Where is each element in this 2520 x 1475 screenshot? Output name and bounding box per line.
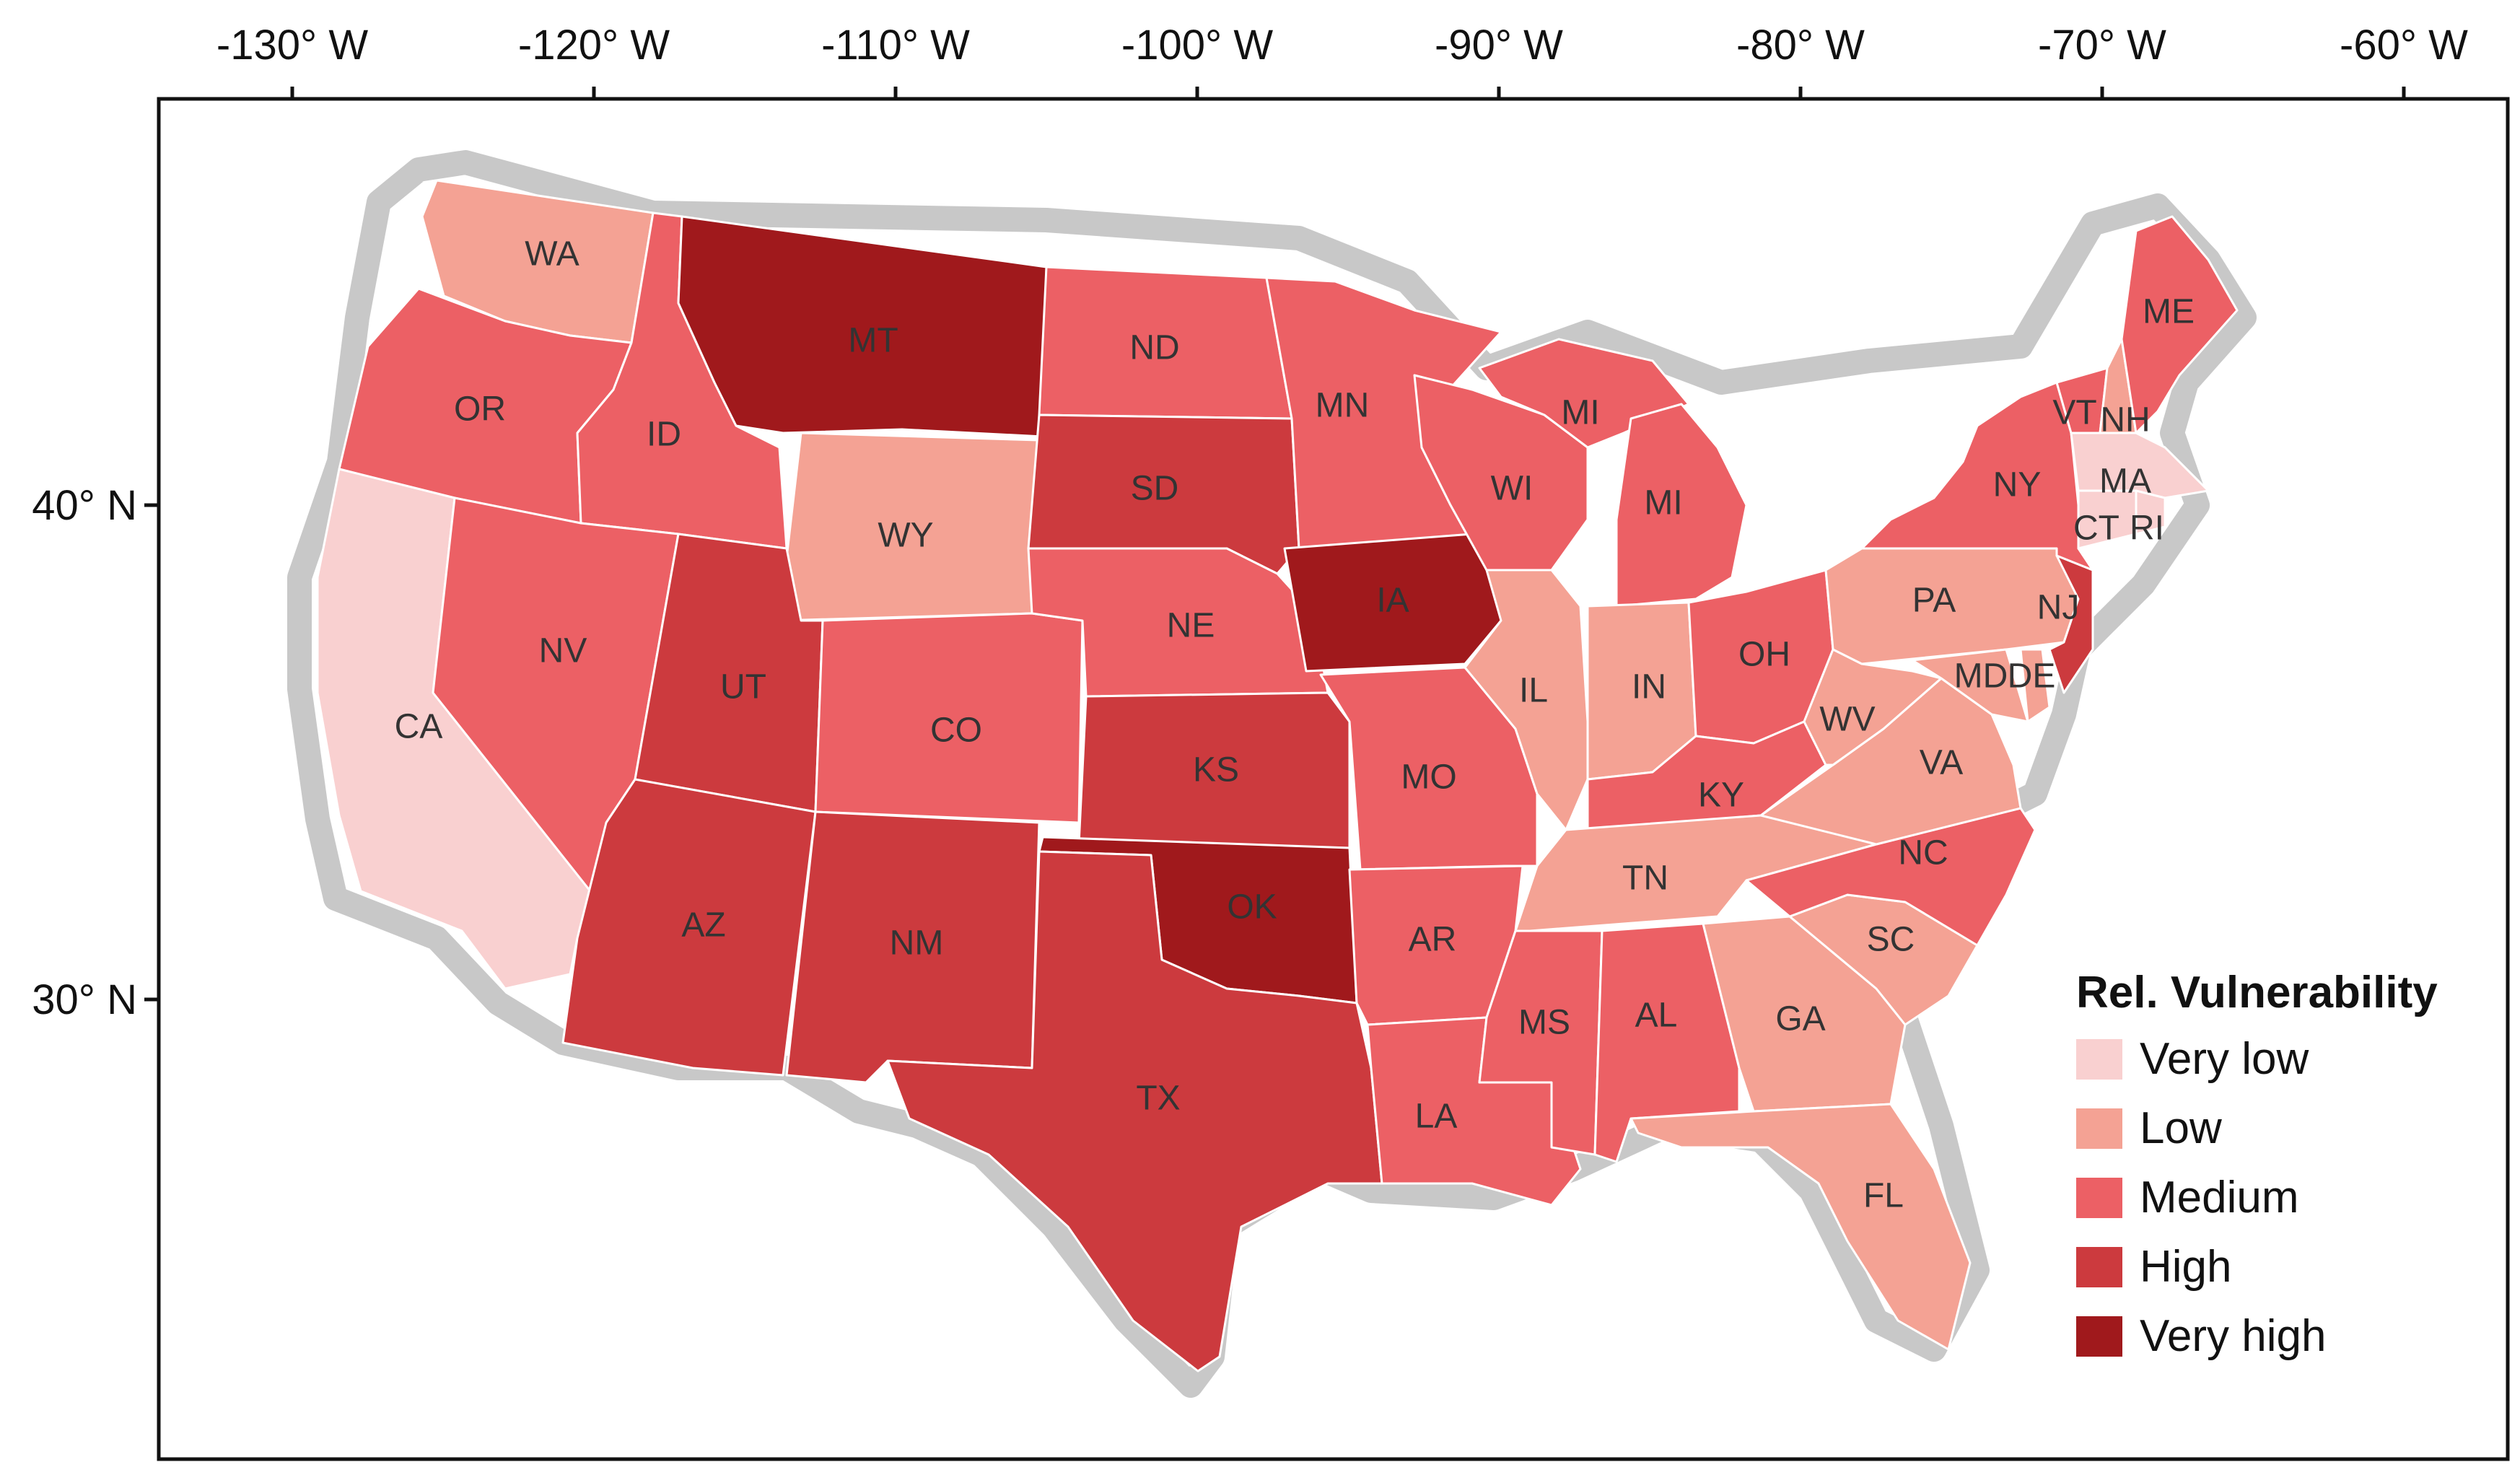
state-label-or: OR <box>454 390 506 429</box>
state-label-pa: PA <box>1912 582 1956 620</box>
state-label-ma: MA <box>2099 463 2151 501</box>
state-label-la: LA <box>1415 1098 1458 1136</box>
state-label-nm: NM <box>890 924 944 963</box>
x-tick-label: -80° W <box>1736 22 1865 69</box>
x-axis-ticks: -130° W -120° W -110° W -100° W -90° W -80° W… <box>216 22 2468 99</box>
x-tick-label: -130° W <box>216 22 368 69</box>
legend-label: High <box>2140 1242 2232 1292</box>
state-TX[interactable] <box>886 850 1383 1373</box>
state-label-wv: WV <box>1819 701 1875 739</box>
state-label-ia: IA <box>1376 582 1409 620</box>
state-label-mo: MO <box>1401 758 1456 797</box>
state-label-nh: NH <box>2100 401 2150 439</box>
state-FL[interactable] <box>1629 1103 1972 1351</box>
state-RI[interactable] <box>2135 489 2166 535</box>
state-label-ny: NY <box>1993 466 2042 504</box>
state-label-nj: NJ <box>2037 589 2080 627</box>
state-labels: WA OR CA ID NV MT WY UT AZ CO NM ND SD NE KS OK TX MN IA MO… <box>395 235 2195 1215</box>
legend-label: Medium <box>2140 1173 2299 1222</box>
state-MD[interactable] <box>1911 648 2029 723</box>
state-label-me: ME <box>2143 293 2195 331</box>
state-label-sd: SD <box>1131 470 1179 508</box>
state-label-al: AL <box>1635 997 1678 1035</box>
x-tick-label: -60° W <box>2340 22 2468 69</box>
legend-label: Very low <box>2140 1034 2309 1084</box>
state-label-ky: KY <box>1698 776 1744 815</box>
legend-swatch <box>2076 1316 2122 1357</box>
legend-label: Low <box>2140 1103 2222 1153</box>
state-CO[interactable] <box>814 612 1084 824</box>
state-label-nv: NV <box>539 632 587 670</box>
state-label-mi: MI <box>1644 484 1682 522</box>
state-label-mi-upper: MI <box>1561 394 1599 432</box>
state-label-ca: CA <box>395 708 443 746</box>
state-label-ct: CT <box>2073 509 2119 548</box>
state-label-ga: GA <box>1775 1000 1825 1038</box>
state-label-id: ID <box>647 416 681 454</box>
state-DE[interactable] <box>2019 648 2051 723</box>
state-label-nd: ND <box>1129 329 1179 367</box>
state-label-tn: TN <box>1622 859 1668 898</box>
state-NJ[interactable] <box>2048 554 2094 694</box>
state-label-ar: AR <box>1409 921 1457 959</box>
legend-swatch <box>2076 1039 2122 1080</box>
legend-swatch <box>2076 1178 2122 1218</box>
state-label-fl: FL <box>1863 1177 1904 1215</box>
state-label-oh: OH <box>1738 636 1790 674</box>
coast-halo <box>287 150 2257 1398</box>
x-tick-label: -100° W <box>1121 22 1273 69</box>
state-label-il: IL <box>1519 672 1548 710</box>
state-label-sc: SC <box>1867 921 1915 959</box>
state-label-in: IN <box>1632 668 1666 706</box>
state-WI[interactable] <box>1413 374 1589 572</box>
state-label-mn: MN <box>1316 387 1370 425</box>
state-KS[interactable] <box>1077 691 1351 849</box>
state-label-wi: WI <box>1491 470 1534 508</box>
state-label-de: DE <box>2008 657 2056 696</box>
x-tick-label: -120° W <box>518 22 670 69</box>
state-label-wa: WA <box>525 235 579 273</box>
state-label-mt: MT <box>848 322 898 360</box>
x-tick-label: -90° W <box>1435 22 1563 69</box>
y-tick-label: 40° N <box>32 482 137 529</box>
x-tick-label: -110° W <box>821 22 970 69</box>
state-label-md: MD <box>1954 657 2008 696</box>
state-label-ks: KS <box>1193 751 1239 789</box>
state-label-tx: TX <box>1136 1080 1180 1118</box>
state-label-va: VA <box>1920 744 1963 782</box>
state-label-ri: RI <box>2130 509 2164 548</box>
legend: Rel. Vulnerability Very low Low Medium High… <box>2076 968 2438 1361</box>
state-label-ms: MS <box>1518 1004 1570 1042</box>
y-tick-label: 30° N <box>32 976 137 1023</box>
state-label-ut: UT <box>720 668 766 706</box>
state-label-wy: WY <box>878 517 933 555</box>
legend-title: Rel. Vulnerability <box>2076 968 2438 1017</box>
map-frame <box>157 97 2510 1461</box>
state-label-az: AZ <box>681 906 725 945</box>
state-ME[interactable] <box>2120 215 2239 434</box>
state-MI[interactable] <box>1615 403 1748 608</box>
state-label-ok: OK <box>1227 888 1277 927</box>
state-layer <box>316 179 2239 1373</box>
legend-swatch <box>2076 1108 2122 1149</box>
state-label-vt: VT <box>2052 394 2096 432</box>
state-label-ne: NE <box>1167 607 1215 645</box>
state-label-nc: NC <box>1898 834 1948 872</box>
y-axis-ticks: 40° N 30° N <box>32 482 159 1023</box>
legend-swatch <box>2076 1247 2122 1287</box>
legend-label: Very high <box>2140 1311 2327 1361</box>
state-label-co: CO <box>930 712 982 750</box>
x-tick-label: -70° W <box>2038 22 2166 69</box>
